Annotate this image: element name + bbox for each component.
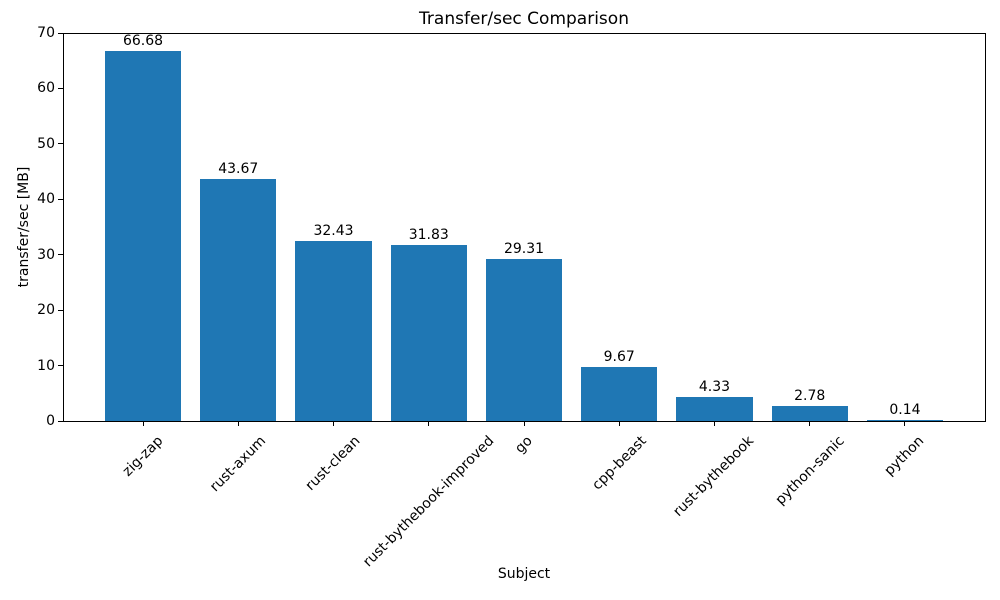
y-tick-mark bbox=[58, 143, 63, 145]
bar-value-label: 0.14 bbox=[889, 402, 921, 418]
bar-value-label: 32.43 bbox=[313, 223, 354, 240]
y-tick-label: 60 bbox=[37, 80, 55, 97]
x-tick-label: python-sanic bbox=[772, 433, 848, 509]
bar-value-label: 66.68 bbox=[122, 33, 164, 50]
x-tick-mark bbox=[523, 421, 525, 426]
y-tick-mark bbox=[58, 254, 63, 256]
bar-value-label: 43.67 bbox=[218, 160, 259, 177]
bar-value-label: 31.83 bbox=[408, 226, 449, 243]
x-tick-mark bbox=[333, 421, 334, 426]
x-tick-mark bbox=[237, 421, 239, 426]
y-tick-label: 50 bbox=[37, 135, 55, 152]
bar bbox=[295, 241, 372, 421]
y-tick-label: 10 bbox=[37, 357, 55, 374]
y-tick-label: 40 bbox=[37, 191, 55, 208]
x-tick-label: rust-axum bbox=[206, 433, 269, 496]
chart-title: Transfer/sec Comparison bbox=[419, 9, 629, 29]
y-tick-mark bbox=[58, 309, 63, 311]
x-tick-label: python bbox=[881, 433, 928, 479]
y-axis-label: transfer/sec [MB] bbox=[16, 166, 32, 288]
bar-value-label: 9.67 bbox=[603, 349, 635, 366]
y-tick-label: 20 bbox=[37, 302, 55, 319]
bar bbox=[390, 244, 467, 421]
x-tick-mark bbox=[618, 421, 620, 426]
bar bbox=[200, 178, 277, 421]
y-tick-mark bbox=[58, 198, 63, 200]
x-tick-mark bbox=[142, 421, 144, 426]
bar-value-label: 2.78 bbox=[794, 387, 826, 404]
x-axis-label: Subject bbox=[497, 566, 551, 582]
y-tick-mark bbox=[58, 420, 63, 422]
bar bbox=[771, 405, 848, 421]
y-tick-label: 70 bbox=[37, 25, 55, 41]
x-tick-label: cpp-beast bbox=[588, 433, 650, 494]
x-tick-mark bbox=[428, 421, 430, 426]
x-tick-mark bbox=[713, 421, 715, 426]
y-tick-mark bbox=[58, 365, 63, 367]
x-tick-label: zig-zap bbox=[119, 433, 167, 480]
bar-value-label: 4.33 bbox=[698, 378, 731, 395]
x-tick-mark bbox=[809, 421, 811, 426]
x-tick-label: rust-clean bbox=[302, 433, 364, 494]
y-tick-mark bbox=[58, 87, 63, 89]
bar bbox=[485, 258, 563, 421]
y-tick-label: 0 bbox=[46, 413, 55, 429]
x-tick-label: rust-bythebook-improved bbox=[359, 433, 498, 571]
y-tick-mark bbox=[58, 32, 63, 34]
bar bbox=[581, 367, 658, 421]
x-tick-mark bbox=[904, 421, 906, 426]
bar bbox=[104, 51, 182, 421]
x-tick-label: go bbox=[512, 433, 536, 457]
bar-value-label: 29.31 bbox=[503, 240, 545, 257]
bar bbox=[866, 420, 944, 421]
x-tick-label: rust-bythebook bbox=[670, 433, 758, 520]
y-tick-label: 30 bbox=[37, 246, 55, 263]
bar bbox=[676, 396, 753, 421]
